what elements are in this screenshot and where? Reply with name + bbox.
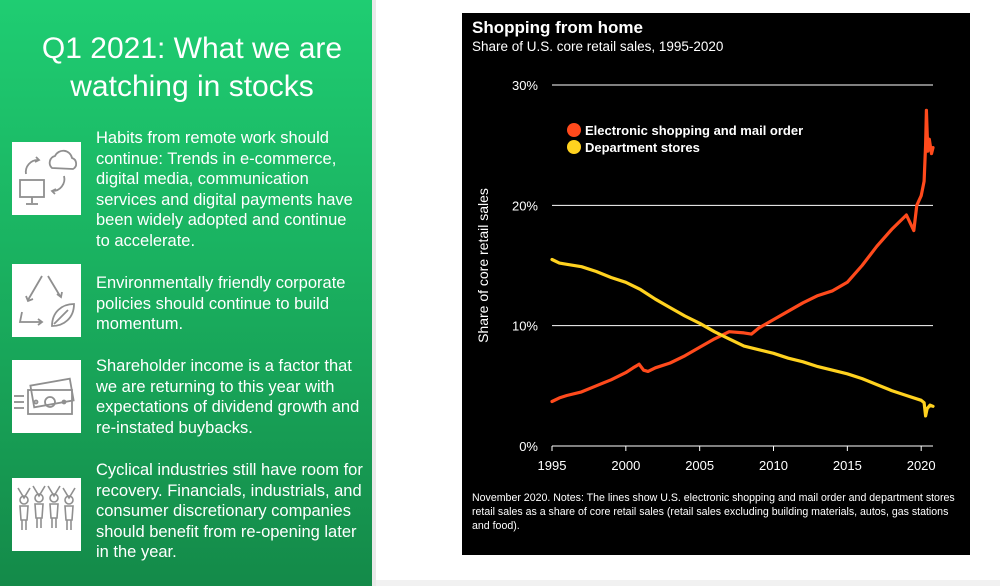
bottom-edge: [376, 580, 1000, 586]
bullet-text-remote-work: Habits from remote work should continue:…: [96, 129, 353, 250]
money-icon: [12, 360, 81, 433]
x-tick-label: 2000: [611, 458, 640, 473]
series-line-1: [550, 108, 935, 404]
recycle-leaf-icon: [12, 264, 81, 337]
x-tick-label: 2020: [907, 458, 936, 473]
remote-work-icon: [12, 142, 81, 215]
celebrating-people-icon: [12, 478, 81, 551]
y-axis-label: Share of core retail sales: [475, 188, 491, 343]
y-tick-label: 20%: [512, 198, 538, 213]
slide-title: Q1 2021: What we are watching in stocks: [41, 32, 343, 103]
y-tick-label: 10%: [512, 319, 538, 334]
x-tick-label: 1995: [538, 458, 567, 473]
legend-marker-2: [567, 140, 581, 154]
legend-marker-1: [567, 123, 581, 137]
slide-left-panel: Q1 2021: What we are watching in stocks …: [0, 0, 372, 586]
panel-divider: [372, 0, 376, 586]
x-tick-label: 2015: [833, 458, 862, 473]
y-tick-label: 30%: [512, 78, 538, 93]
chart-panel: 0% 10% 20% 30% 1995 2000 2005 2010 2015 2020 Share…: [462, 13, 970, 555]
bullet-text-environment: Environmentally friendly corporate polic…: [96, 274, 346, 334]
chart-title: Shopping from home: [472, 18, 643, 37]
bullet-text-cyclical: Cyclical industries still have room for …: [96, 461, 363, 562]
bullet-text-shareholder: Shareholder income is a factor that we a…: [96, 357, 360, 437]
chart-note: November 2020. Notes: The lines show U.S…: [472, 492, 955, 532]
line-chart: 0% 10% 20% 30% 1995 2000 2005 2010 2015 2020 Share…: [475, 78, 936, 473]
legend-label-2: Department stores: [585, 140, 700, 155]
x-tick-label: 2010: [759, 458, 788, 473]
x-tick-label: 2005: [685, 458, 714, 473]
legend-label-1: Electronic shopping and mail order: [585, 123, 803, 138]
y-tick-label: 0%: [519, 439, 538, 454]
series-line-2: [550, 257, 935, 418]
chart-subtitle: Share of U.S. core retail sales, 1995-20…: [472, 39, 724, 54]
